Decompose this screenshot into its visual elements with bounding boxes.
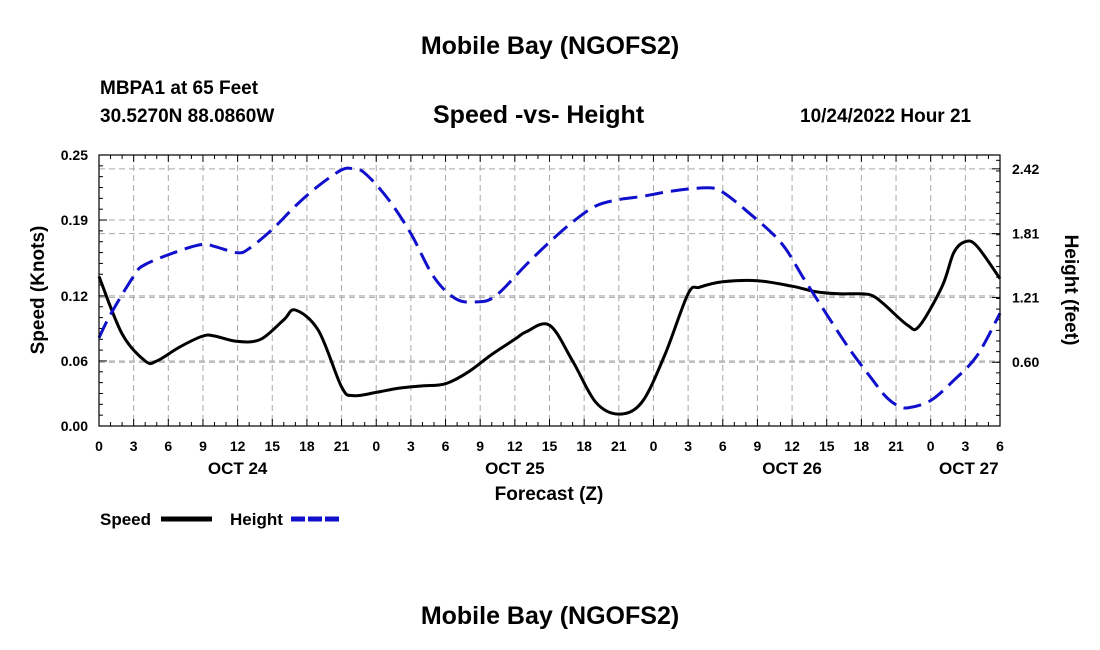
date-label: OCT 27	[939, 459, 999, 478]
x-tick-label: 9	[754, 438, 762, 454]
grid	[99, 155, 1000, 426]
x-tick-label: 18	[576, 438, 592, 454]
axis-ticks	[98, 154, 1001, 427]
date-label: OCT 25	[485, 459, 545, 478]
y-left-tick-label: 0.06	[61, 353, 88, 369]
y-left-tick-label: 0.00	[61, 418, 88, 434]
x-tick-label: 12	[230, 438, 246, 454]
x-tick-label: 3	[961, 438, 969, 454]
y-left-tick-label: 0.25	[61, 147, 88, 163]
station-coords: 30.5270N 88.0860W	[100, 106, 275, 127]
x-tick-label: 9	[199, 438, 207, 454]
y-right-tick-label: 0.60	[1012, 354, 1039, 370]
x-tick-label: 18	[299, 438, 315, 454]
y-right-axis-title: Height (feet)	[1060, 235, 1081, 346]
station-label: MBPA1 at 65 Feet	[100, 78, 259, 99]
series-height-line	[97, 166, 1002, 410]
x-tick-label: 0	[927, 438, 935, 454]
chart-subtitle: Speed -vs- Height	[433, 101, 645, 129]
x-axis-title: Forecast (Z)	[495, 484, 604, 505]
y-left-tick-label: 0.19	[61, 212, 88, 228]
date-label: OCT 26	[762, 459, 822, 478]
chart-title: Mobile Bay (NGOFS2)	[420, 32, 680, 60]
x-tick-label: 6	[442, 438, 450, 454]
x-tick-label: 3	[130, 438, 138, 454]
y-right-tick-label: 1.21	[1012, 289, 1039, 305]
y-left-axis-title: Speed (Knots)	[28, 226, 49, 355]
legend: Speed Height	[100, 510, 342, 529]
x-tick-label: 15	[819, 438, 835, 454]
x-tick-label: 6	[719, 438, 727, 454]
forecast-datetime: 10/24/2022 Hour 21	[800, 106, 972, 127]
x-tick-label: 6	[164, 438, 172, 454]
x-tick-label: 6	[996, 438, 1004, 454]
footer-title: Mobile Bay (NGOFS2)	[420, 602, 680, 630]
date-label: OCT 24	[208, 459, 268, 478]
x-tick-label: 0	[95, 438, 103, 454]
y-left-tick-label: 0.12	[61, 288, 88, 304]
series-speed-line	[97, 239, 1002, 416]
x-tick-label: 0	[372, 438, 380, 454]
x-tick-label: 21	[334, 438, 350, 454]
series-layer	[97, 166, 1002, 416]
y-right-tick-label: 2.42	[1012, 161, 1039, 177]
y-right-tick-label: 1.81	[1012, 226, 1039, 242]
x-tick-label: 3	[684, 438, 692, 454]
x-tick-label: 15	[542, 438, 558, 454]
x-tick-label: 12	[507, 438, 523, 454]
legend-height-label: Height	[230, 510, 283, 529]
x-tick-label: 21	[611, 438, 627, 454]
x-tick-label: 9	[476, 438, 484, 454]
plot-frame	[98, 154, 1001, 427]
axis-labels: 0 3 6 9 12 15 18 21 0 3 6 9 12 15 18 21 0 3 6 9 12 15 18 21 0 3 6 O…	[28, 147, 1081, 505]
x-tick-label: 0	[650, 438, 658, 454]
x-tick-label: 21	[888, 438, 904, 454]
x-tick-label: 3	[407, 438, 415, 454]
x-tick-label: 18	[854, 438, 870, 454]
legend-speed-label: Speed	[100, 510, 151, 529]
x-tick-label: 12	[784, 438, 800, 454]
x-tick-label: 15	[264, 438, 280, 454]
